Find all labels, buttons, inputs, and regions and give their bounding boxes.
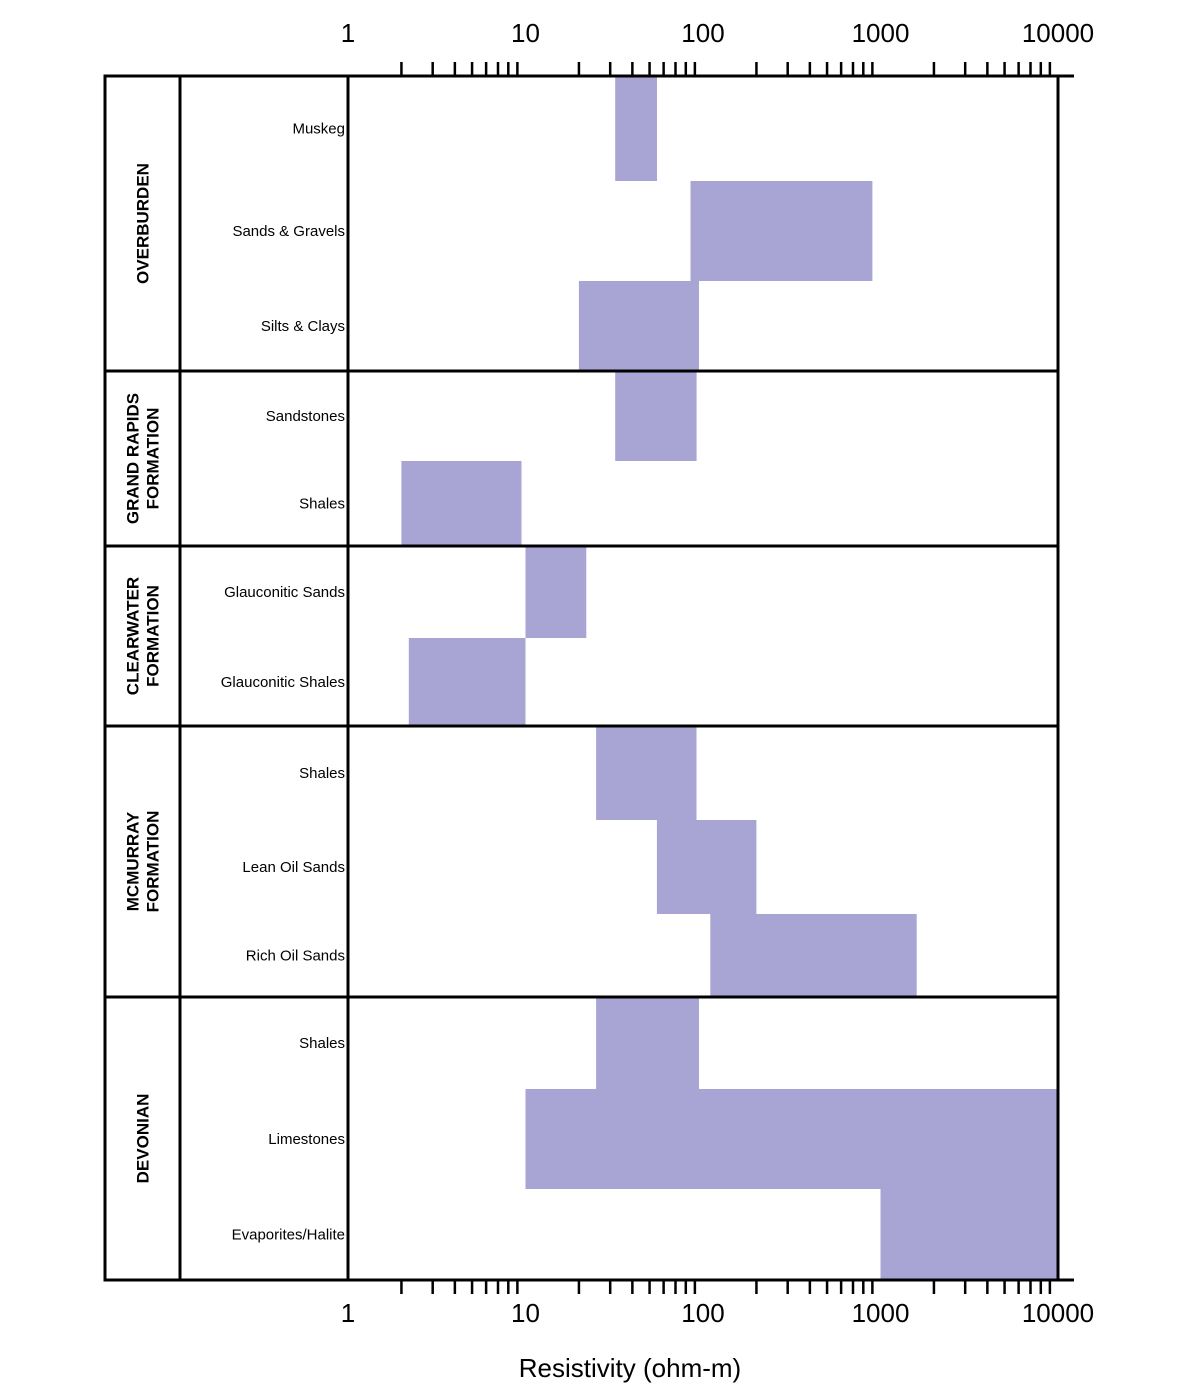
row-label: Glauconitic Sands — [224, 584, 345, 601]
bars-layer — [401, 76, 1058, 1280]
row-label: Sands & Gravels — [232, 223, 345, 240]
range-bar — [525, 546, 587, 638]
group-label-line: FORMATION — [144, 408, 163, 510]
range-bar — [690, 181, 873, 281]
group-label-line: FORMATION — [144, 811, 163, 913]
row-label: Silts & Clays — [261, 318, 345, 335]
group-label-line: OVERBURDEN — [134, 163, 153, 284]
x-tick-label-top: 1 — [341, 18, 355, 48]
group-label-line: DEVONIAN — [134, 1094, 153, 1184]
row-label: Shales — [299, 496, 345, 513]
row-label: Evaporites/Halite — [232, 1227, 345, 1244]
range-bar — [615, 371, 697, 461]
x-tick-label-top: 10000 — [1022, 18, 1094, 48]
row-label: Glauconitic Shales — [221, 674, 345, 691]
frame-layer — [103, 74, 1074, 1282]
group-label-line: GRAND RAPIDS — [124, 393, 143, 524]
range-bar — [401, 461, 522, 546]
group-label: DEVONIAN — [134, 1094, 153, 1184]
x-tick-label-bottom: 100 — [681, 1298, 724, 1328]
x-tick-label-bottom: 1 — [341, 1298, 355, 1328]
range-bar — [596, 997, 699, 1089]
range-bar — [615, 76, 657, 181]
range-bar — [596, 726, 697, 820]
group-label: OVERBURDEN — [134, 163, 153, 284]
range-bar — [656, 820, 757, 914]
group-label-line: FORMATION — [144, 585, 163, 687]
row-label: Shales — [299, 765, 345, 782]
row-label: Limestones — [268, 1131, 345, 1148]
range-bar — [880, 1189, 1058, 1280]
row-label: Rich Oil Sands — [246, 948, 345, 965]
row-label: Sandstones — [266, 408, 345, 425]
row-label: Lean Oil Sands — [242, 859, 345, 876]
x-tick-label-bottom: 1000 — [852, 1298, 910, 1328]
x-tick-label-top: 100 — [681, 18, 724, 48]
range-bar — [578, 281, 699, 371]
x-tick-label-bottom: 10000 — [1022, 1298, 1094, 1328]
range-bar — [710, 914, 917, 997]
x-tick-label-bottom: 10 — [511, 1298, 540, 1328]
ticks-layer — [400, 62, 1052, 1294]
x-axis-title: Resistivity (ohm-m) — [519, 1353, 741, 1383]
range-bar — [525, 1089, 1058, 1189]
group-label: CLEARWATERFORMATION — [124, 577, 163, 695]
labels-layer: Muskeg Sands & Gravels Silts & Clays OVERBU… — [124, 18, 1095, 1328]
group-label-line: CLEARWATER — [124, 577, 143, 695]
x-tick-label-top: 1000 — [852, 18, 910, 48]
row-label: Muskeg — [292, 121, 345, 138]
group-label-line: MCMURRAY — [124, 811, 143, 911]
group-label: MCMURRAYFORMATION — [124, 811, 163, 913]
row-label: Shales — [299, 1035, 345, 1052]
group-label: GRAND RAPIDSFORMATION — [124, 393, 163, 524]
plot-frame — [103, 74, 1060, 1282]
x-tick-label-top: 10 — [511, 18, 540, 48]
range-bar — [408, 638, 526, 726]
